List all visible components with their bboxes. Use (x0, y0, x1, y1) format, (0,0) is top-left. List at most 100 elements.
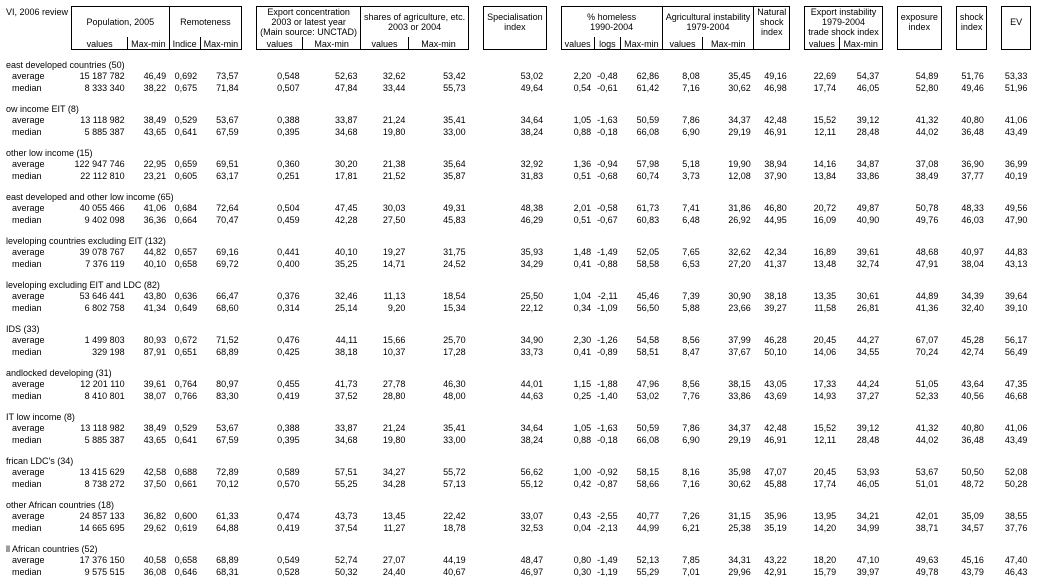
cell: 55,29 (621, 566, 663, 578)
cell: 56,49 (1002, 346, 1031, 358)
cell: 46,28 (754, 334, 790, 346)
cell: -1,49 (594, 554, 621, 566)
cell: 35,98 (703, 466, 754, 478)
cell: 41,32 (897, 422, 941, 434)
cell: 25,14 (303, 302, 361, 314)
cell: 8 333 340 (72, 82, 128, 94)
cell: 57,98 (621, 158, 663, 170)
cell: 0,88 (561, 126, 594, 138)
cell: 0,692 (169, 70, 200, 82)
cell: 0,619 (169, 522, 200, 534)
col-c4: values (257, 37, 303, 50)
cell: 43,69 (754, 390, 790, 402)
cell: 66,47 (200, 290, 242, 302)
cell: 34,68 (303, 126, 361, 138)
table-row: median6 802 75841,340,64968,600,31425,14… (6, 302, 1030, 314)
cell: 46,91 (754, 126, 790, 138)
cell: 60,74 (621, 170, 663, 182)
cell: 8 738 272 (72, 478, 128, 490)
cell: 40,19 (1002, 170, 1031, 182)
cell: 6,48 (662, 214, 703, 226)
cell: 44,63 (484, 390, 547, 402)
cell: 17 376 150 (72, 554, 128, 566)
cell: -2,55 (594, 510, 621, 522)
cell: 41,73 (303, 378, 361, 390)
cell: 32,53 (484, 522, 547, 534)
cell: 7,26 (662, 510, 703, 522)
cell: 37,54 (303, 522, 361, 534)
cell: 8,47 (662, 346, 703, 358)
cell: 33,87 (303, 422, 361, 434)
table-row: median9 402 09836,360,66470,470,45942,28… (6, 214, 1030, 226)
cell: 67,59 (200, 434, 242, 446)
cell: 27,20 (703, 258, 754, 270)
cell: 37,08 (897, 158, 941, 170)
cell: 10,37 (361, 346, 409, 358)
cell: 55,25 (303, 478, 361, 490)
cell: 0,476 (257, 334, 303, 346)
cell: 0,30 (561, 566, 594, 578)
cell: 18,78 (408, 522, 468, 534)
section-header: other African countries (18) (6, 490, 1030, 510)
cell: 15,34 (408, 302, 468, 314)
cell: 0,419 (257, 522, 303, 534)
col-c1: Max-min (128, 37, 170, 50)
col-group-g4: Specialisationindex (484, 7, 547, 38)
cell: 33,07 (484, 510, 547, 522)
cell: 35,64 (408, 158, 468, 170)
cell: 57,13 (408, 478, 468, 490)
cell: 0,376 (257, 290, 303, 302)
cell: 54,58 (621, 334, 663, 346)
table-row: median5 885 38743,650,64167,590,39534,68… (6, 434, 1030, 446)
cell: 37,67 (703, 346, 754, 358)
cell: 17,33 (805, 378, 839, 390)
cell: 13 415 629 (72, 466, 128, 478)
cell: 34,90 (484, 334, 547, 346)
cell: 0,605 (169, 170, 200, 182)
cell: 48,38 (484, 202, 547, 214)
table-row: median5 885 38743,650,64167,590,39534,68… (6, 126, 1030, 138)
cell: -1,40 (594, 390, 621, 402)
cell: 38,24 (484, 126, 547, 138)
cell: 43,49 (1002, 434, 1031, 446)
table-row: median8 410 80138,070,76683,300,41937,52… (6, 390, 1030, 402)
cell: 7,65 (662, 246, 703, 258)
cell: 8,08 (662, 70, 703, 82)
cell: 0,43 (561, 510, 594, 522)
cell: 0,251 (257, 170, 303, 182)
cell: 30,62 (703, 478, 754, 490)
cell: 27,50 (361, 214, 409, 226)
cell: 46,03 (956, 214, 987, 226)
cell: 1,15 (561, 378, 594, 390)
col-c7: Max-min (408, 37, 468, 50)
section-header: IT low income (8) (6, 402, 1030, 422)
cell: 11,27 (361, 522, 409, 534)
cell: 34,37 (703, 422, 754, 434)
cell: 44,82 (128, 246, 170, 258)
cell: 52,80 (897, 82, 941, 94)
cell: 18,20 (805, 554, 839, 566)
cell: 30,62 (703, 82, 754, 94)
section-header: east developed countries (50) (6, 50, 1030, 71)
col-c3: Max-min (200, 37, 242, 50)
cell: 49,56 (1002, 202, 1031, 214)
cell: 68,31 (200, 566, 242, 578)
cell: 35,09 (956, 510, 987, 522)
cell: 35,87 (408, 170, 468, 182)
cell: 0,657 (169, 246, 200, 258)
cell: 7,86 (662, 422, 703, 434)
cell: 42,01 (897, 510, 941, 522)
cell: 51,96 (1002, 82, 1031, 94)
cell: 0,395 (257, 434, 303, 446)
cell: 51,05 (897, 378, 941, 390)
cell: 54,89 (897, 70, 941, 82)
cell: 47,45 (303, 202, 361, 214)
cell: 14,16 (805, 158, 839, 170)
cell: 22,12 (484, 302, 547, 314)
cell: 6,21 (662, 522, 703, 534)
cell: 13,45 (361, 510, 409, 522)
cell: 7 376 119 (72, 258, 128, 270)
cell: -0,67 (594, 214, 621, 226)
cell: 80,97 (200, 378, 242, 390)
cell: 24 857 133 (72, 510, 128, 522)
